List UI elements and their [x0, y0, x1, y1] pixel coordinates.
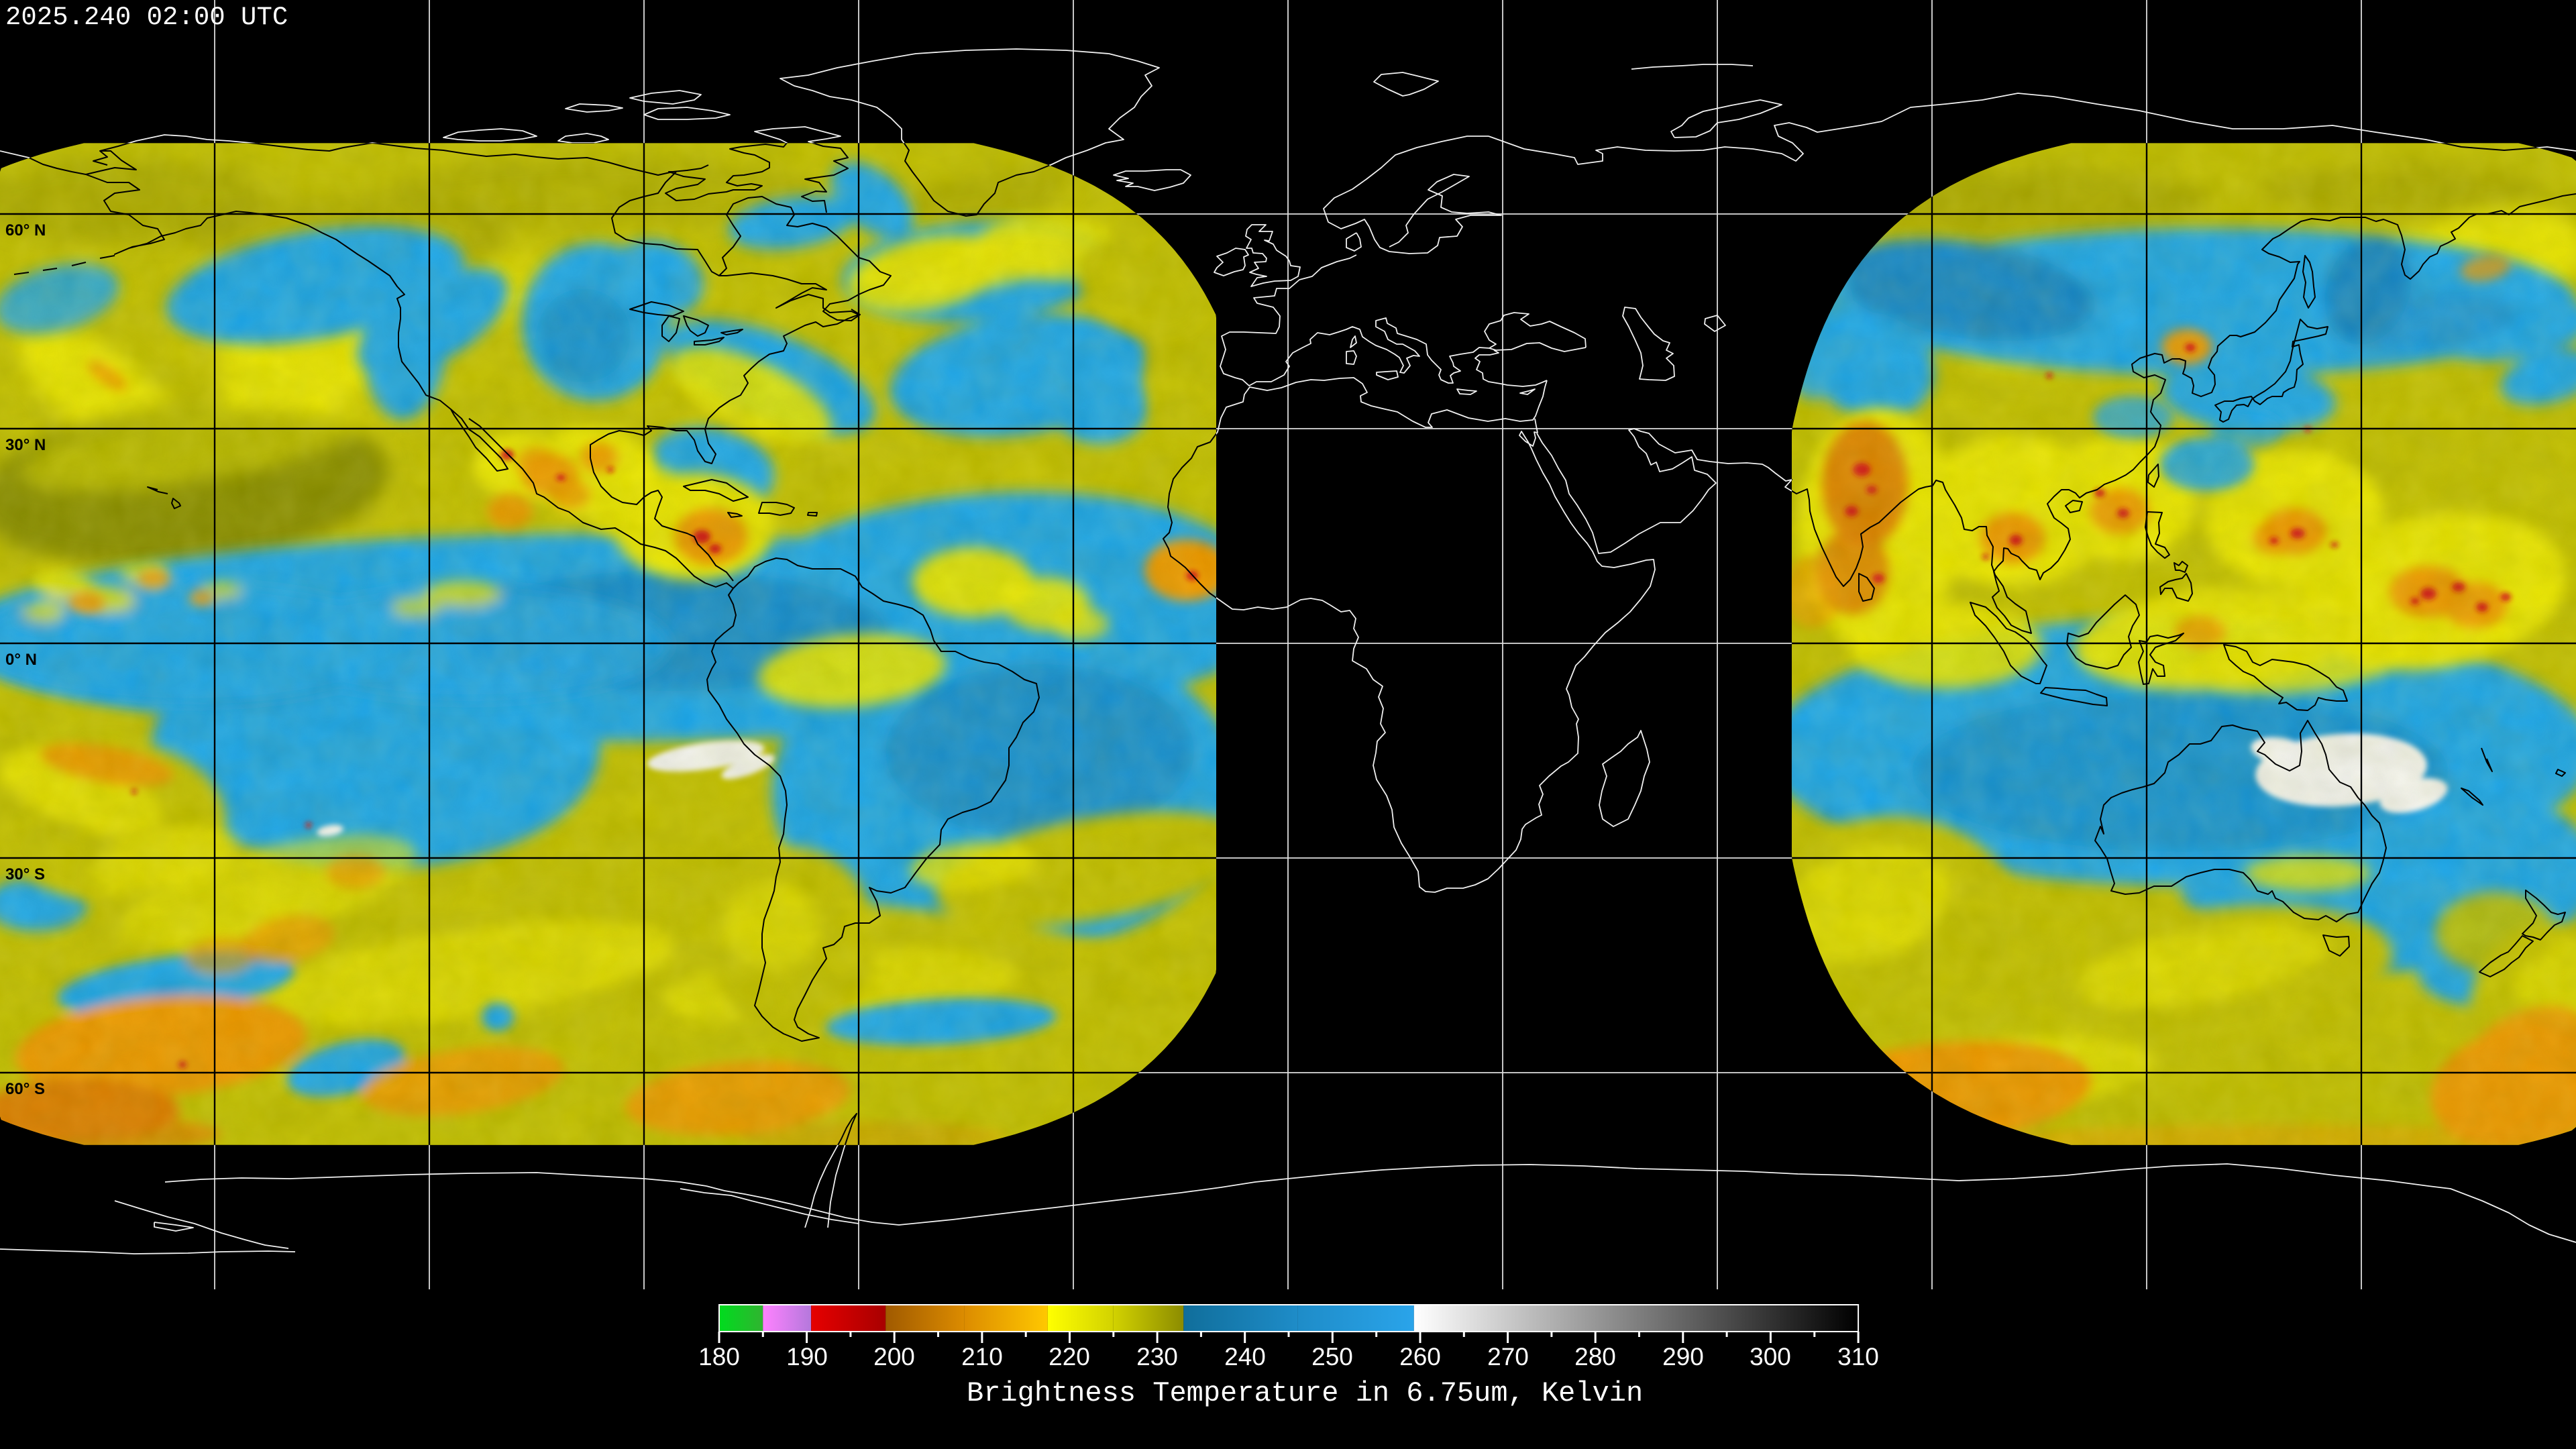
svg-text:200: 200	[873, 1343, 915, 1371]
svg-text:60° S: 60° S	[5, 1080, 45, 1098]
svg-text:240: 240	[1224, 1343, 1266, 1371]
svg-text:310: 310	[1837, 1343, 1879, 1371]
svg-text:180: 180	[698, 1343, 740, 1371]
svg-text:300: 300	[1750, 1343, 1791, 1371]
svg-text:30° S: 30° S	[5, 865, 45, 883]
svg-text:190: 190	[786, 1343, 828, 1371]
svg-text:210: 210	[961, 1343, 1003, 1371]
svg-text:30° N: 30° N	[5, 436, 46, 454]
svg-text:290: 290	[1662, 1343, 1704, 1371]
svg-text:0° N: 0° N	[5, 651, 37, 669]
svg-text:220: 220	[1049, 1343, 1090, 1371]
svg-text:250: 250	[1311, 1343, 1353, 1371]
svg-text:270: 270	[1487, 1343, 1529, 1371]
svg-text:Brightness Temperature in 6.75: Brightness Temperature in 6.75um, Kelvin	[967, 1377, 1643, 1409]
svg-text:280: 280	[1574, 1343, 1616, 1371]
svg-text:260: 260	[1399, 1343, 1441, 1371]
svg-text:230: 230	[1136, 1343, 1178, 1371]
svg-text:60° N: 60° N	[5, 221, 46, 239]
svg-text:2025.240 02:00 UTC: 2025.240 02:00 UTC	[5, 3, 288, 32]
